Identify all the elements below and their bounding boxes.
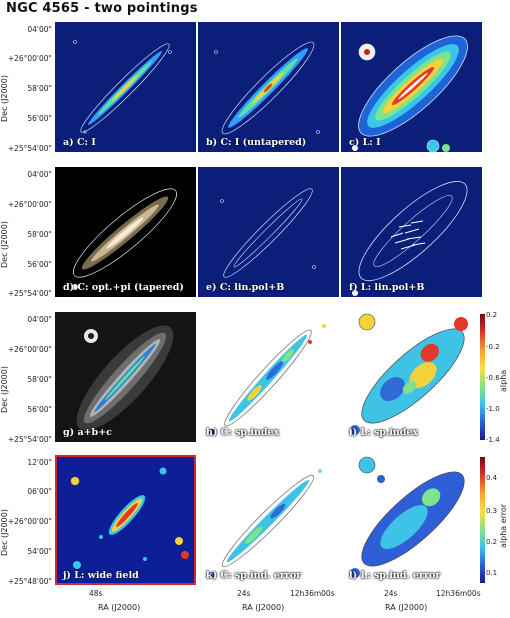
ytick: 04'00" bbox=[27, 315, 52, 324]
ytick: 04'00" bbox=[27, 25, 52, 34]
x-axis-label-col-2: RA (J2000) bbox=[242, 603, 285, 612]
xtick: 24s bbox=[384, 589, 398, 598]
colorbar-tick: 0.2 bbox=[486, 538, 498, 546]
x-axis-label-col-3: RA (J2000) bbox=[385, 603, 428, 612]
xtick: 24s bbox=[237, 589, 251, 598]
y-axis-label-row-4: Dec (J2000) bbox=[0, 509, 9, 556]
panel-a-image bbox=[55, 22, 196, 152]
colorbar-tick: -1.0 bbox=[486, 405, 500, 413]
colorbar-alpha-label: alpha bbox=[499, 369, 508, 392]
panel-g-image bbox=[55, 312, 196, 442]
panel-j-highlight-frame bbox=[55, 455, 196, 585]
colorbar-tick: -0.2 bbox=[486, 343, 500, 351]
colorbar-alpha bbox=[480, 314, 485, 440]
ytick: 58'00" bbox=[27, 230, 52, 239]
panel-i: i) L: sp.index bbox=[341, 312, 482, 442]
panel-c-label: c) L: I bbox=[349, 137, 381, 148]
colorbar-tick: 0.4 bbox=[486, 474, 498, 482]
panel-e-image bbox=[198, 167, 339, 297]
panel-a: a) C: I bbox=[55, 22, 196, 152]
ytick: 56'00" bbox=[27, 114, 52, 123]
panel-f-label: f) L: lin.pol+B bbox=[349, 282, 425, 293]
ytick: 04'00" bbox=[27, 170, 52, 179]
colorbar-alpha-error bbox=[480, 457, 485, 583]
panel-k-image bbox=[198, 455, 339, 585]
panel-c-image bbox=[341, 22, 482, 152]
ytick: +26°00'00" bbox=[7, 54, 52, 63]
panel-h-label: h) C: sp.index bbox=[206, 427, 280, 438]
panel-f-image bbox=[341, 167, 482, 297]
panel-e: e) C: lin.pol+B bbox=[198, 167, 339, 297]
ytick: +25°54'00" bbox=[7, 435, 52, 444]
xtick: 12h36m00s bbox=[436, 589, 481, 598]
ytick: 12'00" bbox=[27, 458, 52, 467]
panel-d-image bbox=[55, 167, 196, 297]
panel-a-label: a) C: I bbox=[63, 137, 96, 148]
panel-l-label: l) L: sp.ind. error bbox=[349, 570, 441, 581]
panel-c: c) L: I bbox=[341, 22, 482, 152]
colorbar-tick: -0.6 bbox=[486, 374, 500, 382]
ytick: 54'00" bbox=[27, 547, 52, 556]
panel-d-label: d) C: opt.+pi (tapered) bbox=[63, 282, 184, 293]
panel-e-label: e) C: lin.pol+B bbox=[206, 282, 285, 293]
y-axis-label-row-1: Dec (J2000) bbox=[0, 75, 9, 122]
y-axis-label-row-2: Dec (J2000) bbox=[0, 221, 9, 268]
panel-g-label: g) a+b+c bbox=[63, 427, 112, 438]
ytick: 56'00" bbox=[27, 405, 52, 414]
panel-b-label: b) C: I (untapered) bbox=[206, 137, 307, 148]
panel-j-label: j) L: wide field bbox=[63, 570, 139, 581]
colorbar-tick: -1.4 bbox=[486, 436, 500, 444]
colorbar-tick: 0.1 bbox=[486, 569, 498, 577]
colorbar-tick: 0.3 bbox=[486, 507, 498, 515]
ytick: +25°54'00" bbox=[7, 289, 52, 298]
colorbar-alpha-error-label: alpha error bbox=[499, 503, 508, 548]
ytick: +26°00'00" bbox=[7, 200, 52, 209]
panel-g: g) a+b+c bbox=[55, 312, 196, 442]
panel-j-image bbox=[55, 455, 196, 585]
figure-title: NGC 4565 - two pointings bbox=[6, 1, 198, 16]
panel-l-image bbox=[341, 455, 482, 585]
xtick: 48s bbox=[89, 589, 103, 598]
panel-f: f) L: lin.pol+B bbox=[341, 167, 482, 297]
panel-j: j) L: wide field bbox=[55, 455, 196, 585]
ytick: +26°00'00" bbox=[7, 517, 52, 526]
y-axis-label-row-3: Dec (J2000) bbox=[0, 366, 9, 413]
ytick: 58'00" bbox=[27, 84, 52, 93]
ytick: +26°00'00" bbox=[7, 345, 52, 354]
panel-l: l) L: sp.ind. error bbox=[341, 455, 482, 585]
xtick: 12h36m00s bbox=[290, 589, 335, 598]
panel-d: d) C: opt.+pi (tapered) bbox=[55, 167, 196, 297]
panel-b: b) C: I (untapered) bbox=[198, 22, 339, 152]
panel-b-image bbox=[198, 22, 339, 152]
ytick: 58'00" bbox=[27, 375, 52, 384]
panel-h-image bbox=[198, 312, 339, 442]
ytick: 56'00" bbox=[27, 260, 52, 269]
colorbar-tick: 0.2 bbox=[486, 311, 498, 319]
panel-k-label: k) C: sp.ind. error bbox=[206, 570, 302, 581]
panel-h: h) C: sp.index bbox=[198, 312, 339, 442]
ytick: +25°48'00" bbox=[7, 577, 52, 586]
panel-k: k) C: sp.ind. error bbox=[198, 455, 339, 585]
ytick: 06'00" bbox=[27, 487, 52, 496]
x-axis-label-col-1: RA (J2000) bbox=[98, 603, 141, 612]
panel-i-image bbox=[341, 312, 482, 442]
ytick: +25°54'00" bbox=[7, 144, 52, 153]
panel-i-label: i) L: sp.index bbox=[349, 427, 419, 438]
